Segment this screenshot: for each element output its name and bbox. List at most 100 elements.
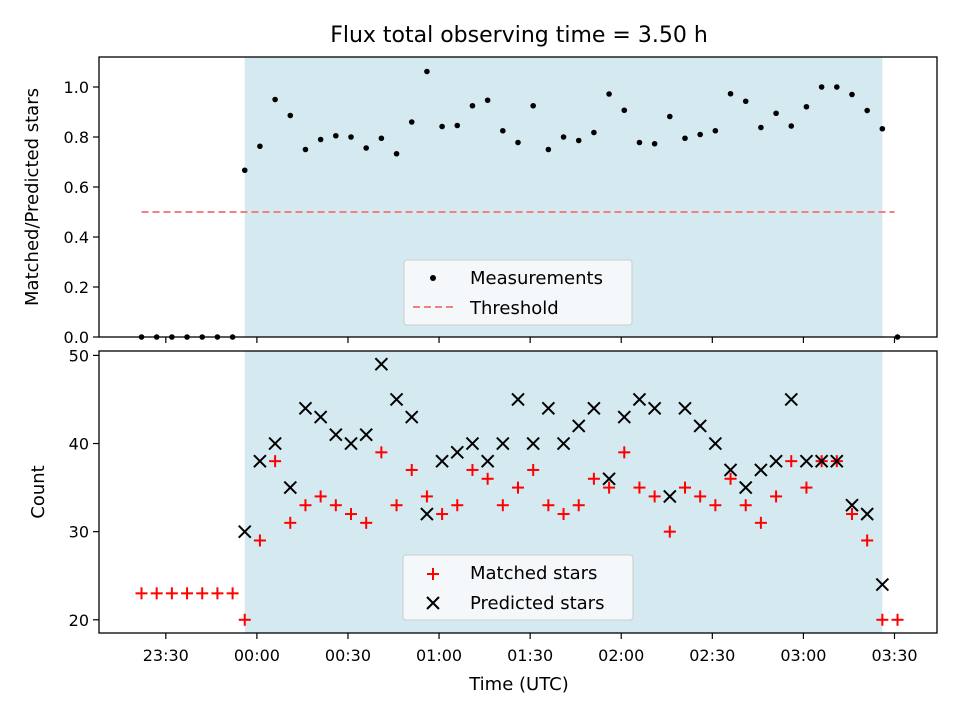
bottom-y-axis-label: Count: [28, 465, 49, 518]
predicted-legend-label: Predicted stars: [470, 593, 604, 614]
matched-star-point: [481, 472, 494, 485]
predicted-star-point: [344, 436, 358, 451]
measurement-point: [241, 167, 248, 174]
matched-star-point: [663, 525, 676, 538]
predicted-star-point: [602, 472, 616, 486]
predicted-star-point: [739, 480, 753, 495]
bottom-axes-frame: [98, 350, 938, 634]
top-y-tick-label: 0.6: [64, 178, 89, 197]
measurement-point: [287, 112, 294, 119]
matched-legend-marker: [427, 568, 439, 580]
measurement-point: [560, 134, 567, 140]
predicted-star-point: [541, 401, 556, 415]
predicted-star-point: [830, 454, 844, 468]
matched-star-point: [165, 587, 178, 600]
measurement-point: [849, 91, 855, 98]
measurement-legend-marker: [430, 275, 436, 281]
matched-star-point: [405, 463, 418, 476]
x-tick-label: 00:30: [325, 646, 371, 665]
matched-star-point: [211, 587, 224, 600]
measurement-point: [803, 103, 810, 110]
matched-star-point: [466, 463, 479, 476]
measurement-point: [834, 84, 840, 90]
matched-legend-label: Matched stars: [470, 563, 597, 584]
measurement-point: [378, 135, 385, 142]
predicted-star-point: [450, 445, 464, 460]
top-y-tick-label: 0.2: [64, 278, 89, 297]
bottom-y-ticks: 20 30 40 50: [69, 346, 99, 630]
measurement-point: [408, 119, 415, 125]
predicted-star-point: [723, 463, 738, 477]
matched-star-point: [678, 481, 691, 494]
measurement-point: [454, 122, 461, 129]
predicted-star-point: [663, 489, 677, 504]
predicted-star-point: [511, 392, 525, 407]
matched-star-point: [253, 534, 266, 547]
measurement-point: [317, 136, 324, 143]
top-axes-frame: [98, 56, 938, 338]
top-panel: 0.0 0.2 0.4 0.6 0.8 1.0 Matched/Predicted sta…: [22, 56, 938, 347]
predicted-star-point: [754, 463, 768, 477]
matched-star-point: [512, 481, 524, 494]
matched-star-point: [876, 613, 889, 626]
bottom-y-tick-label: 40: [69, 435, 89, 454]
measurement-point: [727, 90, 734, 97]
matched-star-point: [345, 508, 358, 521]
matched-star-point: [451, 499, 464, 512]
matched-star-point: [196, 587, 209, 600]
measurement-point: [667, 113, 673, 120]
matched-star-point: [861, 534, 874, 547]
top-legend: Measurements Threshold: [403, 259, 633, 326]
x-tick-label: 23:30: [143, 646, 189, 665]
matched-star-point: [314, 490, 327, 503]
measurement-point: [363, 145, 369, 151]
bottom-legend: Matched stars Predicted stars: [402, 554, 634, 621]
measurement-point: [788, 123, 795, 129]
matched-star-point: [739, 499, 752, 512]
matched-star-point: [891, 613, 904, 626]
top-y-ticks: 0.0 0.2 0.4 0.6 0.8 1.0: [64, 78, 99, 347]
matched-star-point: [618, 446, 631, 459]
predicted-star-point: [359, 428, 373, 442]
top-y-tick-label: 0.0: [64, 328, 89, 347]
chart-title: Flux total observing time = 3.50 h: [330, 23, 708, 48]
matched-star-point: [694, 490, 707, 503]
top-legend-box: [403, 259, 633, 326]
predicted-star-point: [647, 401, 662, 415]
x-tick-label: 02:00: [598, 646, 644, 665]
measurement-point: [591, 129, 597, 136]
matched-star-point: [436, 508, 449, 521]
matched-star-point: [648, 490, 661, 503]
matched-star-point: [527, 463, 540, 476]
top-x-tick-marks: [165, 337, 896, 343]
bottom-y-tick-label: 20: [69, 611, 89, 630]
measurement-point: [545, 146, 552, 153]
matched-star-point: [587, 472, 600, 485]
matched-star-point: [633, 481, 646, 494]
predicted-star-point: [784, 392, 798, 407]
measurement-point: [636, 139, 643, 146]
matched-star-point: [557, 508, 570, 521]
matched-star-point: [181, 587, 194, 600]
measurement-point: [879, 125, 886, 132]
predicted-star-point: [405, 410, 419, 424]
x-tick-label: 02:30: [689, 646, 735, 665]
matched-star-point: [299, 499, 312, 512]
measurement-point: [469, 102, 476, 109]
matched-star-point: [150, 587, 163, 600]
predicted-star-point: [526, 436, 540, 451]
predicted-star-point: [313, 410, 328, 424]
matched-star-point: [572, 499, 585, 512]
matched-star-point: [724, 472, 737, 485]
measurement-point: [257, 143, 263, 150]
matched-star-point: [135, 587, 148, 600]
bottom-x-ticks: 23:30 00:00 00:30 01:00 01:30 02:00 02:30 03:00…: [143, 633, 918, 665]
predicted-star-point: [678, 401, 692, 415]
measurement-point: [773, 110, 779, 117]
measurement-point: [302, 146, 309, 153]
matched-star-point: [496, 499, 509, 512]
predicted-star-point: [708, 436, 723, 451]
measurement-point: [439, 123, 445, 130]
matched-star-point: [709, 499, 722, 512]
x-tick-label: 03:30: [871, 646, 917, 665]
